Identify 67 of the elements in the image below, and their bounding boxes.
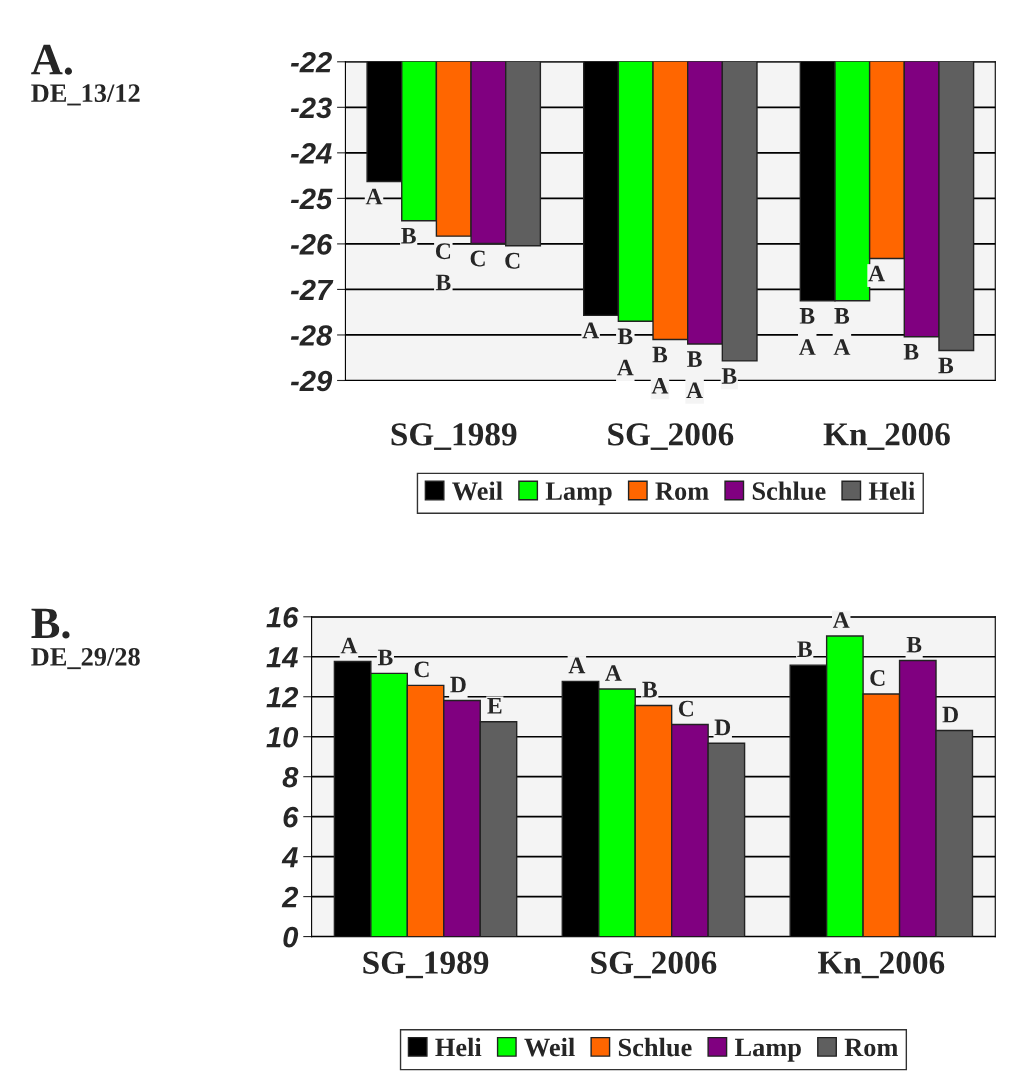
chart-title: A. (31, 44, 73, 75)
x-tick-label: SG_1989 (363, 951, 489, 979)
data-label: B (642, 681, 658, 698)
data-label: B A (833, 308, 851, 355)
text: DE_29/28 (31, 647, 140, 670)
data-label: C (870, 670, 885, 686)
legend-label: Schlue (618, 1037, 692, 1057)
x-tick-label: Kn_2006 (823, 423, 950, 450)
data-label: C (505, 252, 520, 269)
y-tick-label: -29 (290, 370, 333, 392)
y-tick-label: 4 (281, 847, 298, 868)
data-label: B (797, 641, 812, 658)
data-label: A (582, 322, 599, 339)
data-label: B (401, 227, 416, 244)
data-label: A (605, 665, 622, 681)
legend-label: Heli (868, 481, 915, 500)
chart-title: B. (31, 608, 70, 639)
y-tick-label: 2 (281, 886, 299, 908)
x-tick-label: SG_2006 (608, 423, 734, 450)
data-label: D (450, 676, 466, 693)
data-label: A (340, 637, 358, 654)
legend-label: Rom (655, 482, 709, 500)
data-label: C (678, 700, 693, 717)
y-tick-label: -27 (290, 279, 334, 300)
data-label: A (868, 265, 885, 282)
data-label: D (942, 706, 958, 723)
data-label: B (906, 636, 922, 653)
data-label: B A (686, 351, 703, 399)
y-tick-label: 10 (266, 726, 299, 748)
x-tick-label: SG_1989 (391, 423, 517, 450)
data-label: A (365, 188, 383, 205)
legend-label: Lamp (734, 1038, 801, 1062)
y-tick-label: 0 (283, 926, 299, 948)
data-label: B A (798, 308, 816, 355)
y-tick-label: -28 (290, 325, 333, 346)
data-label: E (487, 698, 502, 714)
data-label: A (832, 612, 850, 628)
data-label: B (377, 649, 393, 666)
legend-label: Weil (524, 1037, 575, 1057)
x-tick-label: SG_2006 (591, 951, 717, 979)
data-label: A (568, 657, 586, 674)
y-tick-label: 14 (266, 647, 298, 668)
legend-label: Lamp (545, 482, 612, 506)
legend-label: Rom (844, 1038, 898, 1057)
y-tick-label: 6 (283, 806, 299, 828)
y-tick-label: 12 (266, 686, 299, 708)
y-tick-label: 8 (282, 766, 299, 788)
y-tick-label: -22 (290, 51, 332, 73)
data-label: D (714, 719, 731, 736)
data-label: B (721, 368, 737, 384)
data-label: C (414, 661, 429, 678)
data-label: B A (651, 346, 669, 394)
y-tick-label: -24 (290, 143, 332, 164)
y-tick-label: 16 (266, 607, 299, 628)
text: DE_13/12 (31, 84, 140, 106)
data-label: B (903, 344, 919, 360)
legend-label: Weil (452, 481, 503, 501)
x-tick-label: Kn_2006 (818, 951, 945, 979)
y-tick-label: -26 (290, 234, 333, 255)
data-label: C B (435, 243, 451, 291)
data-label: C (470, 250, 485, 267)
legend-label: Heli (435, 1037, 482, 1057)
data-label: B (938, 357, 954, 374)
y-tick-label: -25 (290, 188, 333, 210)
data-label: B A (617, 328, 634, 376)
legend-label: Schlue (752, 481, 826, 501)
y-tick-label: -23 (290, 97, 332, 119)
